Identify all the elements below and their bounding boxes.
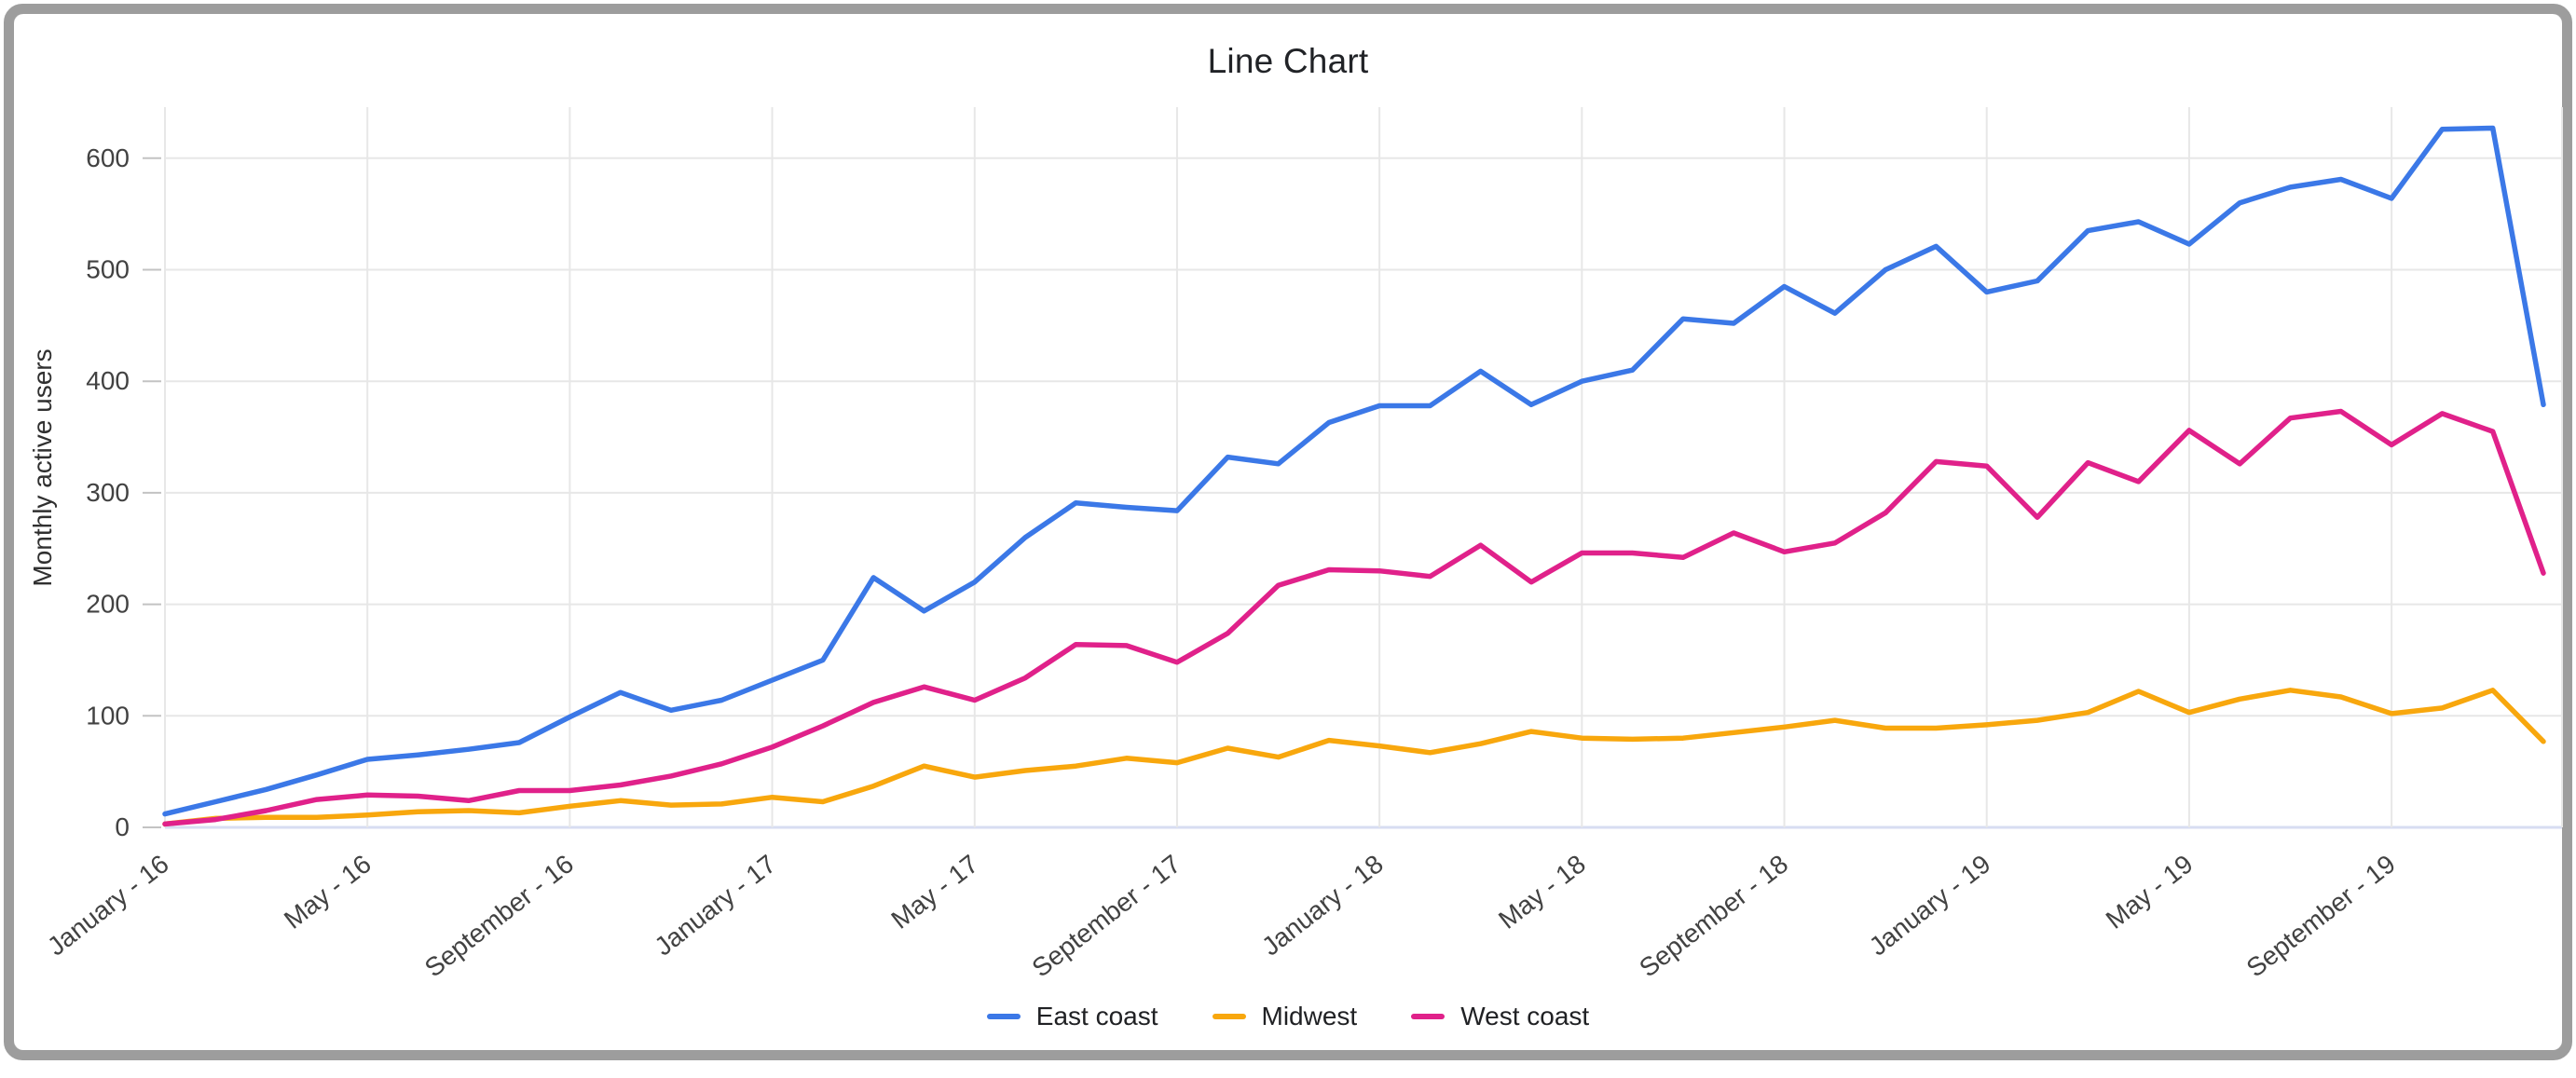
- y-tick-label: 400: [86, 366, 130, 395]
- legend-item-midwest: Midwest: [1213, 1002, 1358, 1031]
- x-tick-label: September - 17: [1026, 849, 1185, 982]
- x-tick-label: May - 19: [2101, 849, 2199, 934]
- y-tick-label: 500: [86, 255, 130, 284]
- legend-label: Midwest: [1262, 1002, 1358, 1031]
- y-tick-label: 200: [86, 590, 130, 619]
- y-tick-label: 600: [86, 143, 130, 172]
- x-tick-label: January - 19: [1864, 849, 1996, 961]
- y-tick-label: 300: [86, 478, 130, 507]
- x-tick-label: May - 18: [1493, 849, 1591, 934]
- chart-legend: East coast Midwest West coast: [14, 1002, 2562, 1031]
- x-tick-label: January - 16: [42, 849, 174, 961]
- legend-item-east-coast: East coast: [987, 1002, 1158, 1031]
- x-tick-label: January - 18: [1256, 849, 1389, 961]
- x-tick-label: May - 16: [279, 849, 377, 934]
- legend-swatch: [1411, 1014, 1445, 1019]
- legend-swatch: [987, 1014, 1021, 1019]
- x-tick-label: September - 19: [2241, 849, 2401, 982]
- x-tick-label: September - 16: [419, 849, 579, 982]
- legend-label: East coast: [1036, 1002, 1158, 1031]
- series-line-midwest[interactable]: [165, 690, 2543, 825]
- y-axis-label: Monthly active users: [28, 348, 57, 586]
- legend-item-west-coast: West coast: [1411, 1002, 1589, 1031]
- line-chart-canvas[interactable]: 0 100 200 300 400 500 600 January - 16 May - 16 S…: [14, 14, 2576, 1078]
- x-tick-label: January - 17: [650, 849, 782, 961]
- x-tick-label: September - 18: [1634, 849, 1793, 982]
- y-tick-label: 0: [115, 812, 130, 841]
- legend-swatch: [1213, 1014, 1246, 1019]
- series-line-west-coast[interactable]: [165, 412, 2543, 825]
- x-tick-label: May - 17: [886, 849, 984, 934]
- legend-label: West coast: [1460, 1002, 1589, 1031]
- y-tick-label: 100: [86, 701, 130, 730]
